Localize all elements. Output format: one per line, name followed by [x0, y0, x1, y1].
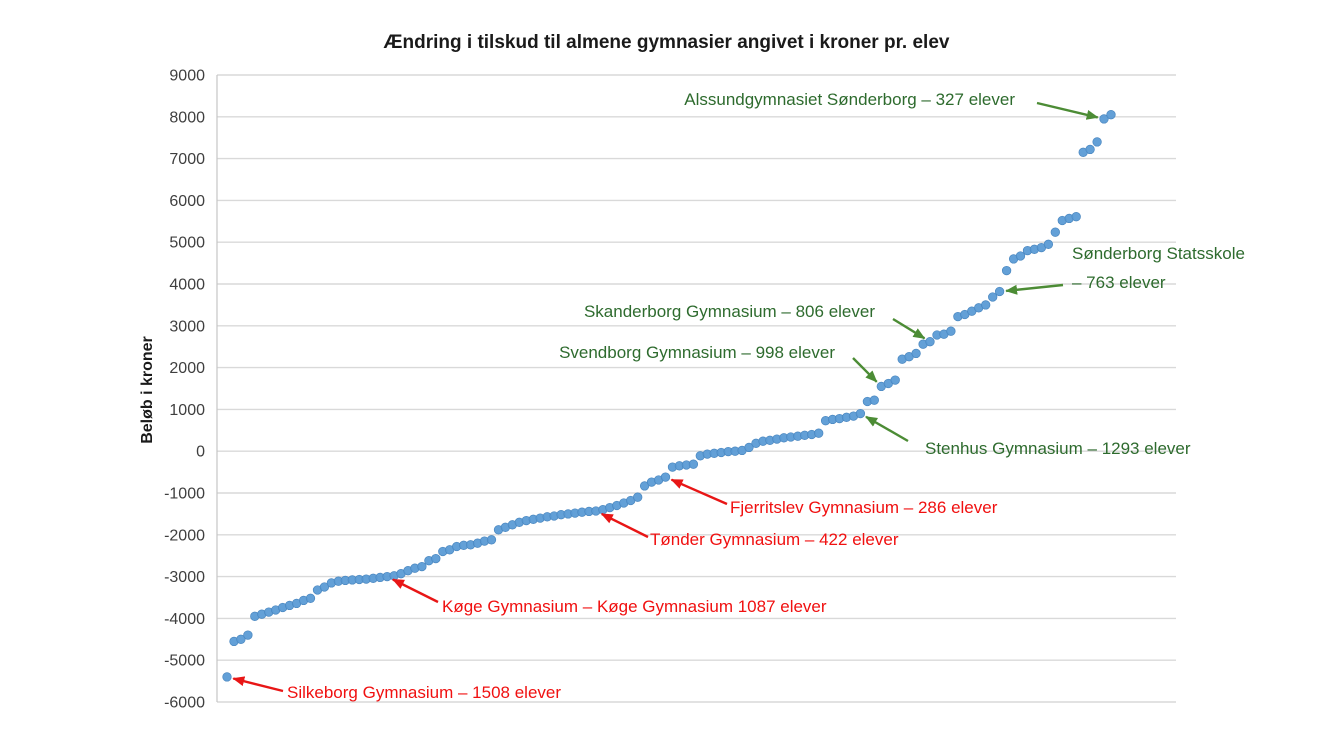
data-point: [688, 459, 699, 469]
y-tick-label: 1000: [169, 402, 205, 419]
data-point: [1092, 137, 1102, 147]
annotation-arrow-tonder: [600, 512, 649, 539]
annotation-tonder: Tønder Gymnasium – 422 elever: [650, 530, 899, 549]
annotation-arrow-stenhus: [865, 415, 909, 443]
data-point: [1071, 212, 1081, 222]
data-point: [988, 292, 998, 302]
annotation-sonderborg-statsskole: Sønderborg Statsskole – 763 elever: [1072, 244, 1245, 292]
annotation-silkeborg: Silkeborg Gymnasium – 1508 elever: [287, 683, 561, 702]
annotation-koge: Køge Gymnasium – Køge Gymnasium 1087 ele…: [442, 597, 827, 616]
data-point: [925, 337, 935, 347]
data-point: [639, 481, 650, 491]
data-point: [911, 348, 921, 359]
data-point: [814, 428, 824, 438]
y-tick-label: -1000: [164, 486, 205, 503]
annotation-arrow-svendborg: [852, 357, 878, 383]
y-tick-label: 9000: [169, 68, 205, 85]
data-point: [417, 561, 427, 572]
data-point: [319, 582, 330, 592]
data-point: [981, 300, 991, 310]
annotation-arrow-sonderborg-statsskole: [1005, 283, 1064, 295]
y-tick-label: -3000: [164, 569, 205, 586]
annotation-svendborg: Svendborg Gymnasium – 998 elever: [559, 343, 835, 362]
data-point: [890, 375, 900, 385]
data-point: [486, 535, 497, 545]
data-point: [431, 553, 441, 564]
data-point: [1106, 110, 1116, 120]
data-point: [1085, 144, 1095, 155]
y-tick-label: 3000: [169, 318, 205, 335]
y-tick-label: -6000: [164, 695, 205, 712]
data-point: [994, 286, 1005, 297]
chart-title: Ændring i tilskud til almene gymnasier a…: [383, 32, 950, 53]
data-point: [1099, 114, 1109, 124]
data-point: [305, 593, 316, 603]
y-tick-label: 2000: [169, 360, 205, 377]
y-tick-label: 4000: [169, 277, 205, 294]
data-point: [1043, 239, 1054, 249]
data-point: [633, 492, 643, 502]
y-tick-label: -2000: [164, 527, 205, 544]
data-point: [946, 326, 956, 336]
data-point: [660, 472, 671, 482]
data-point: [222, 672, 232, 682]
data-point: [243, 630, 253, 640]
annotation-skanderborg: Skanderborg Gymnasium – 806 elever: [584, 302, 875, 321]
data-point: [1050, 227, 1060, 237]
data-point: [1015, 251, 1026, 261]
y-tick-label: 0: [196, 444, 205, 461]
annotation-arrow-fjerritslev: [670, 478, 728, 506]
annotation-arrow-koge: [392, 578, 439, 604]
y-tick-label: 5000: [169, 235, 205, 252]
y-tick-label: -4000: [164, 611, 205, 628]
data-point: [744, 442, 754, 453]
y-tick-label: 8000: [169, 109, 205, 126]
data-point: [1001, 265, 1012, 276]
annotation-arrow-skanderborg: [892, 317, 926, 340]
data-point: [869, 395, 879, 405]
data-point: [236, 634, 246, 644]
annotation-fjerritslev: Fjerritslev Gymnasium – 286 elever: [730, 498, 998, 517]
y-tick-label: -5000: [164, 653, 205, 670]
y-tick-label: 6000: [169, 193, 205, 210]
annotation-arrow-silkeborg: [232, 676, 284, 693]
data-point: [855, 408, 866, 419]
annotation-alssundgymnasiet: Alssundgymnasiet Sønderborg – 327 elever: [684, 90, 1015, 109]
y-tick-label: 7000: [169, 151, 205, 168]
annotation-arrow-alssundgymnasiet: [1036, 101, 1099, 120]
annotation-stenhus: Stenhus Gymnasium – 1293 elever: [925, 439, 1191, 458]
